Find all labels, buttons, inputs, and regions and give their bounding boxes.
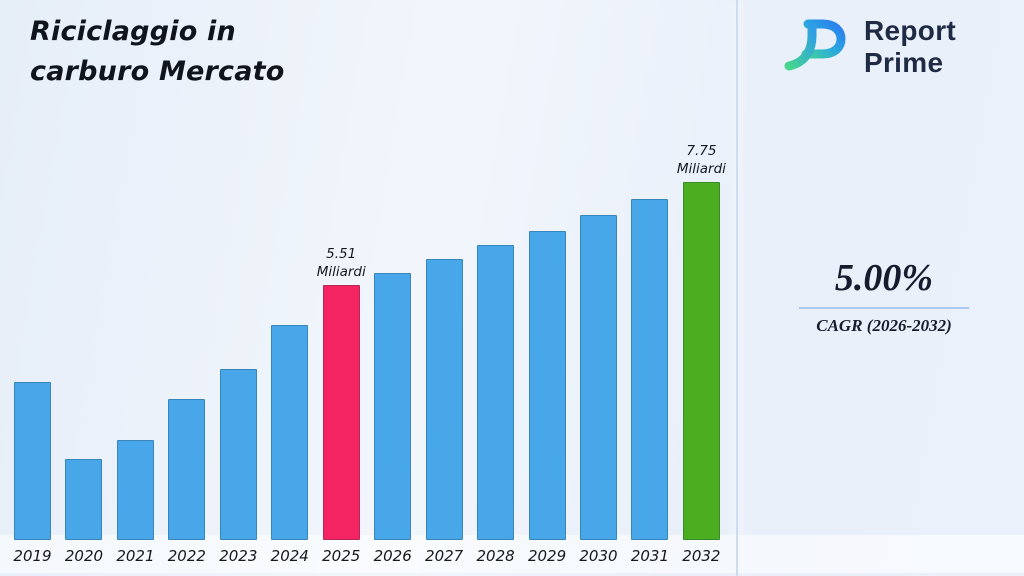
page-title-line1: Riciclaggio in	[30, 16, 236, 47]
logo-word-report: Report	[864, 15, 957, 46]
bar-2021	[116, 440, 154, 540]
bar-2032	[682, 182, 720, 540]
x-axis-label-2021: 2021	[116, 547, 155, 565]
bar-chart: 2019 2020 2021 2022 2023 2024 5.51 Miliardi 2025…	[13, 140, 726, 566]
bar-value-label-text-2025: 5.51 Miliardi	[316, 245, 366, 280]
chart-column-2019: 2019	[13, 382, 52, 566]
bar-2029	[528, 231, 566, 540]
chart-column-2032: 7.75 Miliardi 2032	[677, 140, 726, 566]
report-prime-logo-text: Report Prime	[864, 15, 956, 79]
x-axis-label-2030: 2030	[579, 547, 618, 565]
chart-column-2021: 2021	[116, 440, 155, 566]
x-axis-label-2031: 2031	[630, 547, 670, 565]
chart-column-2025: 5.51 Miliardi 2025	[317, 243, 366, 566]
vertical-divider	[736, 0, 738, 576]
chart-column-2020: 2020	[64, 459, 104, 566]
chart-column-2030: 2030	[579, 215, 618, 566]
bar-value-label-2032: 7.75 Miliardi	[677, 140, 726, 182]
x-axis-label-2029: 2029	[527, 547, 567, 565]
cagr-label: CAGR (2026-2032)	[816, 316, 952, 335]
bar-2030	[579, 215, 617, 540]
logo-word-prime: Prime	[864, 47, 944, 78]
x-axis-label-2027: 2027	[425, 547, 464, 565]
x-axis-label-2024: 2024	[270, 547, 309, 565]
x-axis-label-2032: 2032	[682, 547, 721, 565]
bar-2022	[168, 399, 206, 540]
bar-2020	[65, 459, 103, 540]
bar-2023	[219, 369, 257, 540]
page-title-line2: carburo Mercato	[30, 56, 285, 87]
report-prime-logo: Report Prime	[778, 14, 956, 80]
chart-column-2029: 2029	[527, 231, 567, 566]
bar-2027	[425, 259, 463, 540]
bar-2024	[271, 325, 309, 540]
x-axis-label-2023: 2023	[219, 547, 258, 565]
bar-value-label-2025: 5.51 Miliardi	[317, 243, 366, 285]
x-axis-label-2028: 2028	[476, 547, 515, 565]
cagr-value: 5.00%	[834, 257, 934, 299]
bar-value-label-text-2032: 7.75 Miliardi	[676, 142, 726, 177]
x-axis-label-2022: 2022	[167, 547, 206, 565]
report-prime-logo-icon	[778, 14, 852, 80]
bar-2019	[14, 382, 51, 540]
chart-column-2028: 2028	[476, 245, 515, 566]
x-axis-label-2020: 2020	[64, 547, 104, 565]
bar-2026	[374, 273, 412, 540]
bar-2025	[322, 285, 360, 540]
chart-column-2031: 2031	[630, 199, 670, 566]
cagr-panel: 5.00% CAGR (2026-2032)	[795, 256, 973, 336]
x-axis-label-2019: 2019	[13, 547, 52, 565]
chart-column-2023: 2023	[219, 369, 258, 566]
x-axis-label-2026: 2026	[373, 547, 412, 565]
chart-column-2024: 2024	[270, 325, 309, 566]
x-axis-label-2025: 2025	[322, 547, 361, 565]
page-title: Riciclaggio in carburo Mercato	[30, 12, 285, 92]
chart-column-2026: 2026	[373, 273, 412, 566]
cagr-underline	[799, 307, 969, 309]
bar-2031	[631, 199, 669, 540]
chart-column-2022: 2022	[167, 399, 206, 566]
bar-2028	[477, 245, 515, 540]
chart-column-2027: 2027	[425, 259, 464, 566]
